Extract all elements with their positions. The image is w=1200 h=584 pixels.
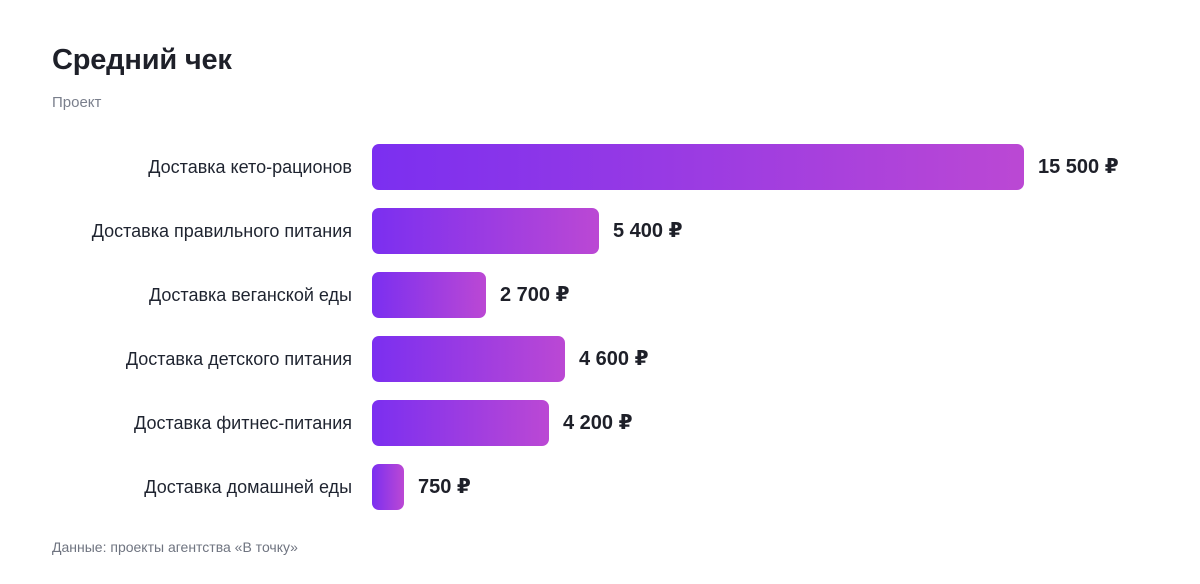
category-label: Доставка кето-рационов (148, 157, 352, 177)
category-label: Доставка детского питания (125, 349, 352, 369)
value-label: 5 400 ₽ (613, 220, 683, 242)
bar-row: Доставка детского питания 4 600 ₽ (0, 336, 1200, 382)
bar-row: Доставка веганской еды 2 700 ₽ (0, 272, 1200, 318)
bar (372, 144, 1024, 190)
category-label: Доставка домашней еды (144, 477, 352, 497)
data-source-note: Данные: проекты агентства «В точку» (52, 539, 298, 555)
bar (372, 208, 599, 254)
value-label: 2 700 ₽ (500, 284, 570, 306)
category-label: Доставка фитнес-питания (134, 413, 352, 433)
bar (372, 400, 549, 446)
chart-title: Средний чек (52, 44, 232, 76)
bar-row: Доставка правильного питания 5 400 ₽ (0, 208, 1200, 254)
bar (372, 336, 565, 382)
bar-row: Доставка домашней еды 750 ₽ (0, 464, 1200, 510)
bar-chart: Доставка кето-рационов 15 500 ₽ Доставка п… (0, 144, 1200, 514)
category-label: Доставка правильного питания (91, 221, 352, 241)
value-label: 4 600 ₽ (579, 348, 649, 370)
chart-subtitle: Проект (52, 94, 102, 111)
bar (372, 464, 404, 510)
bar (372, 272, 486, 318)
category-label: Доставка веганской еды (149, 285, 352, 305)
value-label: 15 500 ₽ (1038, 156, 1119, 178)
value-label: 4 200 ₽ (563, 412, 633, 434)
value-label: 750 ₽ (418, 476, 471, 498)
bar-row: Доставка кето-рационов 15 500 ₽ (0, 144, 1200, 190)
bar-row: Доставка фитнес-питания 4 200 ₽ (0, 400, 1200, 446)
